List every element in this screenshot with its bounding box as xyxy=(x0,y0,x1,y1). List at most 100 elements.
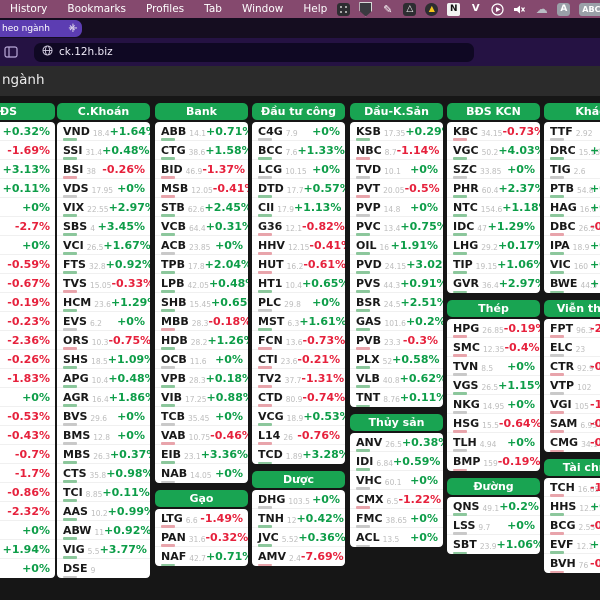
stock-row[interactable]: CMX 6.5 -1.22% xyxy=(350,490,443,509)
stock-row[interactable]: JVC 5.52 +0.36% xyxy=(252,528,345,547)
stock-row[interactable]: VTP 102 xyxy=(544,376,600,395)
stock-row[interactable]: HSG 15.5 -0.64% xyxy=(447,414,540,433)
stock-row[interactable]: ACL 13.5 +0% xyxy=(350,528,443,547)
stock-row[interactable]: CTD 80.9 -0.74% xyxy=(252,388,345,407)
sector-header[interactable]: Thép xyxy=(447,300,540,317)
v-icon[interactable]: V xyxy=(471,3,480,14)
stock-row[interactable]: SBS 4 +3.45% xyxy=(57,217,150,236)
sector-header[interactable]: BĐS KCN xyxy=(447,103,540,120)
stock-row[interactable]: BVH 76 -0 xyxy=(544,554,600,573)
stock-row[interactable]: VLB 40.8 +0.62% xyxy=(350,369,443,388)
stock-row[interactable]: TCI 8.85 +0.11% xyxy=(57,483,150,502)
stock-row[interactable]: DBC 26.2 -0 xyxy=(544,217,600,236)
stock-row[interactable]: TNT 8.76 +0.11% xyxy=(350,388,443,407)
stock-row[interactable]: G36 12.1 -0.82% xyxy=(252,217,345,236)
stock-row[interactable]: PVT 20.05 -0.5% xyxy=(350,179,443,198)
stock-row[interactable]: TLH 4.94 +0% xyxy=(447,433,540,452)
stock-row[interactable]: EIB 23.1 +3.36% xyxy=(155,445,248,464)
stock-row[interactable]: -1.7% xyxy=(0,464,55,483)
stock-row[interactable]: BCC 7.6 +1.33% xyxy=(252,141,345,160)
stock-row[interactable]: +0.32% xyxy=(0,122,55,141)
stock-row[interactable]: DSE 9 xyxy=(57,559,150,578)
stock-row[interactable]: FCN 13.6 -0.73% xyxy=(252,331,345,350)
stock-row[interactable]: +0.11% xyxy=(0,179,55,198)
stock-row[interactable]: NBC 8.7 -1.14% xyxy=(350,141,443,160)
stock-row[interactable]: CII 17.9 +1.13% xyxy=(252,198,345,217)
stock-row[interactable]: CTI 23.6 -0.21% xyxy=(252,350,345,369)
stock-row[interactable]: TV2 37.7 -1.31% xyxy=(252,369,345,388)
stock-row[interactable]: CTG 38.6 +1.58% xyxy=(155,141,248,160)
stock-row[interactable]: PVP 14.8 +0% xyxy=(350,198,443,217)
menu-help[interactable]: Help xyxy=(303,3,328,15)
stock-row[interactable]: IDC 47 +1.29% xyxy=(447,217,540,236)
stock-row[interactable]: TTF 2.92 xyxy=(544,122,600,141)
menu-window[interactable]: Window xyxy=(241,3,284,15)
stock-row[interactable]: ORS 10.3 -0.75% xyxy=(57,331,150,350)
stock-row[interactable]: SAM 6.95 -0 xyxy=(544,414,600,433)
stock-row[interactable]: BCG 2.53 -0 xyxy=(544,516,600,535)
stock-row[interactable]: -0.26% xyxy=(0,350,55,369)
stock-row[interactable]: BID 46.9 -1.37% xyxy=(155,160,248,179)
cloud-icon[interactable]: ☁ xyxy=(535,2,548,16)
stock-row[interactable]: TVN 8.5 +0% xyxy=(447,357,540,376)
stock-row[interactable]: PLX 52 +0.58% xyxy=(350,350,443,369)
stock-row[interactable]: CMG 34.1 -0 xyxy=(544,433,600,452)
input-a-icon[interactable]: A xyxy=(557,2,571,16)
stock-row[interactable]: NAB 14.05 +0% xyxy=(155,464,248,483)
stock-row[interactable]: BMP 159 -0.19% xyxy=(447,452,540,471)
stock-row[interactable]: +1.94% xyxy=(0,540,55,559)
stock-row[interactable]: FPT 96.3 -2 xyxy=(544,319,600,338)
menu-bookmarks[interactable]: Bookmarks xyxy=(67,3,127,15)
url-bar[interactable]: ck.12h.biz xyxy=(34,42,474,62)
stock-row[interactable]: MBB 28.3 -0.18% xyxy=(155,312,248,331)
sector-header[interactable]: Tài chính xyxy=(544,459,600,476)
stock-row[interactable]: VHC 60.1 +0% xyxy=(350,471,443,490)
stock-row[interactable]: PVS 44.3 +0.91% xyxy=(350,274,443,293)
stock-row[interactable]: ABW 11 +0.92% xyxy=(57,521,150,540)
menu-tab[interactable]: Tab xyxy=(204,3,222,15)
new-tab-button[interactable]: + xyxy=(67,20,79,36)
sector-header[interactable]: Đầu tư công xyxy=(252,103,345,120)
stock-row[interactable]: OCB 11.6 +0% xyxy=(155,350,248,369)
stock-row[interactable]: PAN 31.6 -0.32% xyxy=(155,528,248,547)
stock-row[interactable]: TVS 15.05 -0.33% xyxy=(57,274,150,293)
stock-row[interactable]: -0.67% xyxy=(0,274,55,293)
stock-row[interactable]: -0.19% xyxy=(0,293,55,312)
sector-header[interactable]: Đường xyxy=(447,478,540,495)
stock-row[interactable]: HUT 16.2 -0.61% xyxy=(252,255,345,274)
stock-row[interactable]: -0.23% xyxy=(0,312,55,331)
mute-icon[interactable] xyxy=(513,3,526,16)
stock-row[interactable]: TCH 16.65 -1 xyxy=(544,478,600,497)
stock-row[interactable]: OIL 16 +1.91% xyxy=(350,236,443,255)
sidebar-toggle-icon[interactable] xyxy=(4,43,18,62)
stock-row[interactable]: IDI 6.84 +0.59% xyxy=(350,452,443,471)
sector-header[interactable]: Dược xyxy=(252,471,345,488)
stock-row[interactable]: +0% xyxy=(0,388,55,407)
stock-row[interactable]: +0% xyxy=(0,559,55,578)
sector-header[interactable]: Thủy sản xyxy=(350,414,443,431)
